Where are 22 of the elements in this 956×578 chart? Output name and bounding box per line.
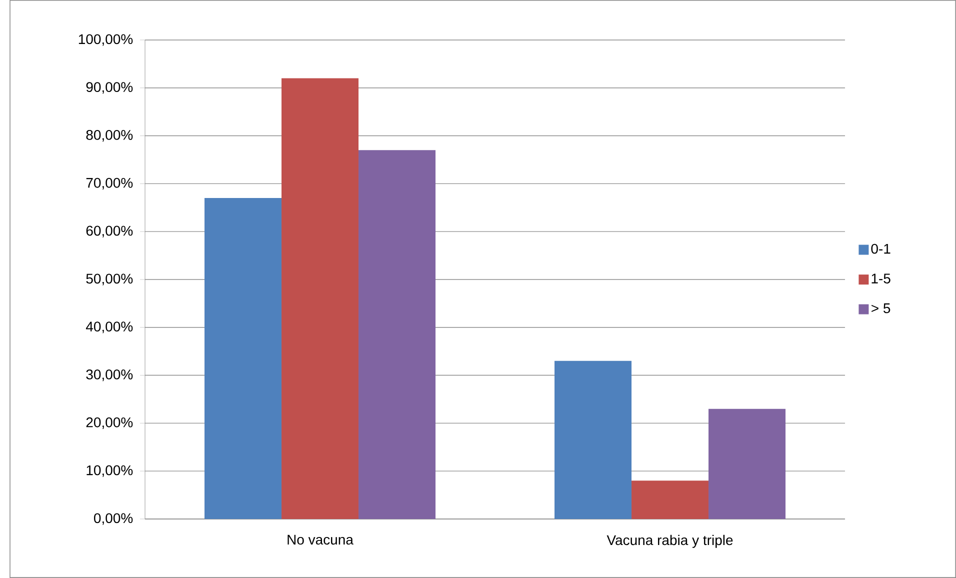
legend-label: 0-1 [871, 244, 890, 254]
bar [632, 480, 709, 519]
y-tick-label: 100,00% [78, 34, 133, 46]
bar [282, 78, 359, 519]
y-tick-label: 30,00% [86, 369, 133, 382]
y-tick-label: 20,00% [86, 417, 133, 429]
bar [358, 150, 436, 519]
x-tick-label: Vacuna rabia y triple [606, 534, 733, 548]
y-tick-label: 90,00% [86, 82, 133, 94]
y-tick-label: 60,00% [86, 226, 133, 238]
bar [554, 360, 632, 519]
y-tick-label: 40,00% [86, 322, 133, 334]
legend-label: > 5 [872, 303, 890, 314]
legend-label: 1-5 [872, 274, 890, 284]
y-tick-label: 70,00% [86, 178, 133, 190]
y-tick-label: 0,00% [94, 513, 133, 525]
bar [204, 198, 282, 519]
x-tick-label: No vacuna [288, 534, 354, 545]
bar [708, 408, 786, 519]
y-tick-label: 10,00% [86, 465, 133, 477]
y-tick-label: 50,00% [86, 274, 133, 286]
y-tick-label: 80,00% [86, 130, 133, 142]
